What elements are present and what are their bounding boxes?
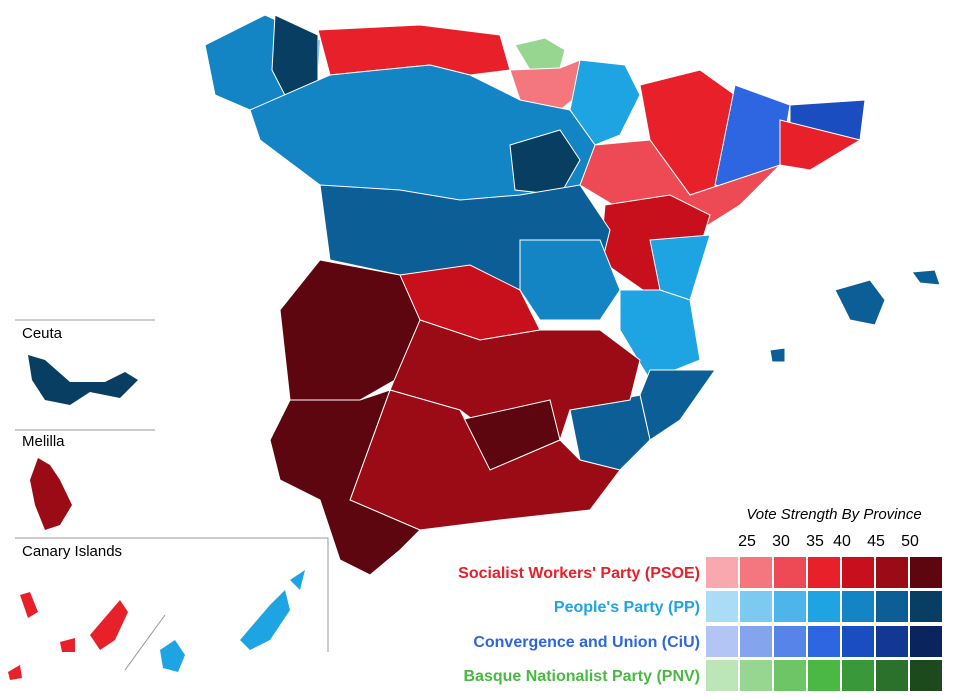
legend-swatch — [842, 591, 874, 622]
legend-level: 25 — [738, 533, 756, 550]
legend-swatch — [774, 626, 806, 657]
legend-level: 50 — [901, 533, 919, 550]
legend-level: 40 — [833, 533, 851, 550]
legend-level: 35 — [806, 533, 824, 550]
party-name: Basque Nationalist Party (PNV) — [464, 668, 701, 685]
mainland — [204, 14, 941, 576]
legend-swatch — [876, 557, 908, 588]
legend-swatch — [740, 557, 772, 588]
inset-label: Ceuta — [22, 325, 63, 342]
legend-swatch — [876, 660, 908, 691]
legend: Vote Strength By Province 25 30 35 40 45 50 So… — [458, 506, 942, 691]
legend-swatch — [706, 591, 738, 622]
legend-swatch — [774, 591, 806, 622]
legend-level: 30 — [772, 533, 790, 550]
legend-swatch — [706, 626, 738, 657]
legend-swatch — [910, 626, 942, 657]
party-name: Socialist Workers' Party (PSOE) — [458, 565, 700, 582]
legend-swatch — [706, 557, 738, 588]
party-name: People's Party (PP) — [554, 599, 700, 616]
legend-swatch — [910, 591, 942, 622]
legend-swatch — [774, 557, 806, 588]
inset-label: Melilla — [22, 433, 65, 450]
legend-level: 45 — [867, 533, 885, 550]
legend-swatch — [876, 591, 908, 622]
legend-swatch — [740, 660, 772, 691]
legend-swatch — [808, 591, 840, 622]
legend-swatch — [740, 591, 772, 622]
legend-swatch — [876, 626, 908, 657]
party-name: Convergence and Union (CiU) — [473, 634, 700, 651]
legend-swatch — [774, 660, 806, 691]
legend-swatch — [808, 660, 840, 691]
inset-label: Canary Islands — [22, 543, 122, 560]
legend-swatch — [740, 626, 772, 657]
insets: Ceuta Melilla Canary Islands — [8, 319, 329, 680]
legend-swatch — [808, 557, 840, 588]
legend-swatch — [842, 557, 874, 588]
legend-title: Vote Strength By Province — [746, 506, 921, 523]
legend-swatch — [842, 626, 874, 657]
legend-swatch — [910, 557, 942, 588]
legend-swatch — [706, 660, 738, 691]
legend-swatch — [910, 660, 942, 691]
legend-swatch — [842, 660, 874, 691]
legend-swatch — [808, 626, 840, 657]
